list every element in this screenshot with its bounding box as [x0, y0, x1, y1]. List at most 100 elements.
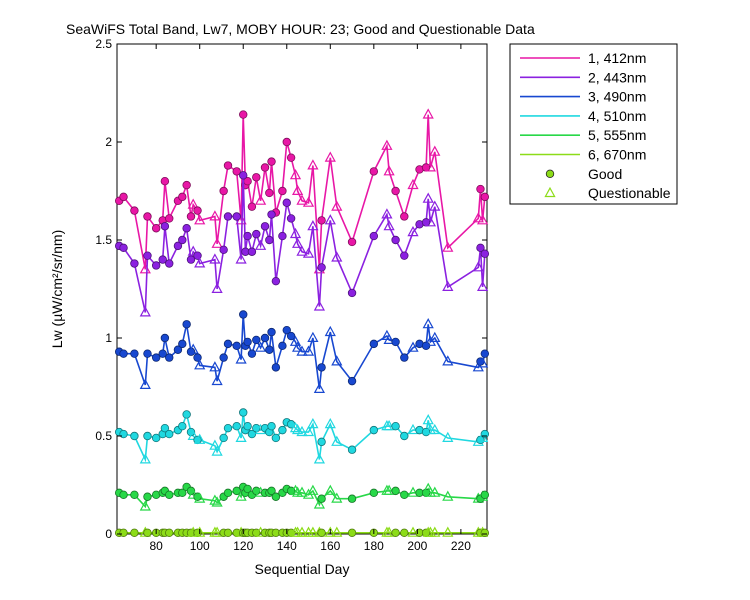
data-point-questionable — [422, 108, 434, 119]
data-point-questionable — [331, 526, 343, 537]
data-point-questionable — [429, 486, 441, 497]
data-point-questionable — [139, 306, 151, 317]
data-point-questionable — [313, 382, 326, 393]
data-point-good — [347, 494, 357, 503]
data-point-good — [119, 349, 128, 358]
data-point-good — [160, 423, 170, 433]
data-point-good — [247, 247, 257, 256]
data-point-good — [186, 212, 196, 221]
data-point-questionable — [209, 253, 221, 264]
data-point-good — [391, 337, 400, 347]
data-point-questionable — [429, 145, 441, 156]
data-point-good — [260, 163, 270, 172]
x-tick-label: 160 — [320, 539, 340, 553]
data-point-questionable — [381, 139, 393, 150]
data-point-good — [243, 337, 252, 347]
data-point-questionable — [194, 359, 206, 370]
data-point-good — [347, 288, 357, 298]
y-axis: 0 0.5 1 1.5 2 2.5 — [95, 37, 487, 541]
data-point-questionable — [254, 194, 267, 205]
data-point-questionable — [194, 257, 206, 268]
data-point-good — [151, 224, 161, 233]
data-point-good — [165, 490, 174, 499]
data-point-good — [347, 445, 357, 454]
data-point-good — [391, 186, 400, 196]
data-point-good — [130, 206, 139, 215]
data-point-good — [243, 231, 252, 241]
data-point-good — [286, 331, 296, 341]
data-point-good — [317, 494, 326, 503]
data-point-questionable — [442, 280, 454, 291]
data-point-good — [165, 259, 174, 268]
data-point-questionable — [235, 431, 247, 442]
data-point-questionable — [407, 225, 419, 237]
legend-label: 1, 412nm — [588, 50, 646, 66]
data-point-good — [178, 339, 187, 349]
data-point-questionable — [307, 159, 319, 170]
data-point-good — [223, 488, 233, 498]
data-point-good — [476, 243, 485, 253]
data-point-good — [317, 363, 326, 372]
data-point-questionable — [139, 453, 151, 464]
data-point-questionable — [289, 227, 302, 239]
data-point-good — [369, 231, 379, 241]
data-point-good — [178, 422, 187, 431]
data-point-good — [267, 422, 276, 431]
data-point-good — [160, 333, 170, 343]
data-point-good — [265, 235, 274, 245]
data-point-good — [369, 488, 379, 498]
data-point-good — [317, 263, 326, 272]
data-point-good — [182, 224, 191, 233]
data-point-questionable — [194, 526, 206, 537]
data-point-good — [178, 192, 187, 202]
data-point-good — [232, 486, 241, 496]
data-point-questionable — [324, 484, 336, 495]
data-point-good — [391, 486, 400, 496]
data-point-good — [267, 157, 276, 166]
x-tick-label: 140 — [277, 539, 297, 553]
data-point-questionable — [313, 300, 326, 311]
data-point-good — [130, 349, 139, 358]
data-point-good — [219, 245, 228, 254]
data-point-questionable — [187, 245, 199, 256]
y-axis-label: Lw (µW/cm²/sr/nm) — [49, 230, 65, 349]
data-point-questionable — [383, 484, 395, 495]
data-point-questionable — [194, 492, 206, 503]
data-point-questionable — [324, 325, 336, 337]
data-point-questionable — [211, 496, 223, 507]
data-point-good — [158, 255, 167, 264]
data-point-good — [165, 353, 174, 362]
data-point-questionable — [307, 331, 319, 342]
data-point-questionable — [331, 435, 343, 446]
data-point-questionable — [324, 417, 336, 429]
data-point-good — [160, 176, 170, 186]
data-point-questionable — [209, 361, 221, 372]
series-4 — [114, 408, 490, 464]
legend-label: 5, 555nm — [588, 127, 646, 143]
data-point-questionable — [254, 239, 267, 250]
data-point-questionable — [429, 331, 441, 342]
legend-label: 4, 510nm — [588, 108, 646, 124]
data-point-good — [239, 310, 248, 319]
data-point-good — [369, 339, 379, 349]
data-point-good — [267, 210, 276, 219]
data-point-questionable — [187, 429, 199, 440]
data-point-questionable — [291, 184, 304, 195]
data-point-good — [232, 422, 241, 431]
data-point-questionable — [324, 214, 336, 225]
data-point-questionable — [194, 433, 206, 444]
data-point-good — [232, 167, 241, 176]
data-point-questionable — [442, 431, 454, 442]
data-point-good — [278, 341, 287, 351]
data-point-questionable — [254, 341, 267, 352]
data-point-good — [130, 528, 139, 538]
data-point-questionable — [289, 421, 302, 433]
data-point-questionable — [383, 419, 395, 431]
data-point-questionable — [383, 220, 395, 231]
data-point-questionable — [472, 212, 484, 223]
data-point-good — [119, 192, 128, 202]
data-point-questionable — [313, 498, 326, 509]
legend-questionable-marker — [544, 186, 556, 198]
data-point-questionable — [331, 492, 343, 503]
data-point-questionable — [324, 526, 336, 537]
